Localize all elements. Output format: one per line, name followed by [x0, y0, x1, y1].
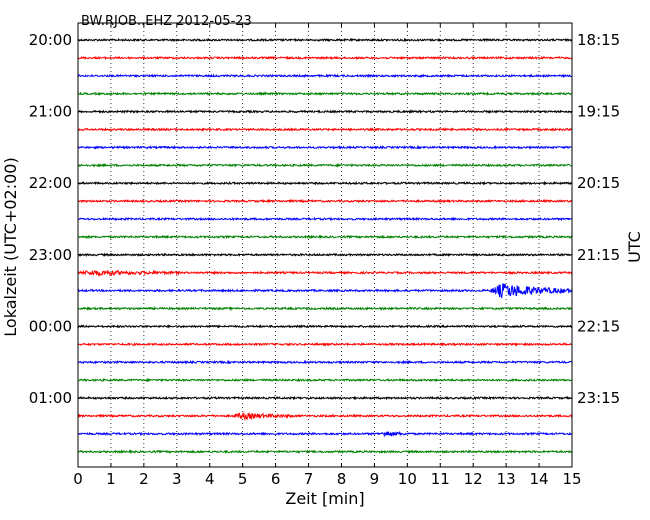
right-tick-label: 20:15 — [577, 174, 620, 192]
x-tick-label: 0 — [73, 470, 83, 488]
trace-line — [77, 412, 573, 421]
x-tick-label: 15 — [562, 470, 581, 488]
right-tick-label: 22:15 — [577, 317, 620, 335]
left-tick-label: 00:00 — [29, 317, 72, 335]
chart-title: BW.RJOB..EHZ 2012-05-23 — [81, 14, 252, 29]
trace-line — [77, 359, 573, 365]
plot-frame — [77, 22, 573, 468]
x-tick-label: 1 — [106, 470, 116, 488]
trace-line — [77, 252, 573, 258]
x-axis-label: Zeit [min] — [285, 489, 364, 508]
right-tick-label: 19:15 — [577, 103, 620, 121]
trace-line — [77, 377, 573, 383]
left-tick-label: 20:00 — [29, 31, 72, 49]
trace-line — [77, 395, 573, 401]
trace-line — [77, 109, 573, 114]
trace-line — [77, 216, 573, 222]
trace-line — [77, 127, 573, 132]
trace-line — [77, 73, 573, 79]
x-tick-label: 12 — [464, 470, 483, 488]
x-tick-label: 2 — [139, 470, 149, 488]
trace-line — [77, 144, 573, 150]
left-tick-label: 22:00 — [29, 174, 72, 192]
left-tick-label: 01:00 — [29, 389, 72, 407]
trace-line — [77, 306, 573, 311]
x-tick-label: 9 — [370, 470, 380, 488]
x-tick-label: 5 — [238, 470, 248, 488]
trace-line — [77, 162, 573, 168]
trace-line — [77, 37, 573, 43]
x-tick-label: 14 — [530, 470, 549, 488]
trace-line — [77, 269, 573, 278]
trace-line — [77, 324, 573, 329]
right-tick-labels: 18:15 19:15 20:15 21:15 22:15 23:15 — [577, 31, 620, 407]
trace-line — [77, 449, 573, 455]
x-tick-label: 3 — [172, 470, 182, 488]
trace-line — [77, 198, 573, 204]
x-tick-label: 13 — [497, 470, 516, 488]
x-tick-labels: 0 1 2 3 4 5 6 7 8 9 10 11 12 13 14 15 — [73, 470, 581, 488]
left-tick-labels: 20:00 21:00 22:00 23:00 00:00 01:00 — [29, 31, 72, 407]
trace-line — [77, 180, 573, 186]
x-tick-label: 4 — [205, 470, 215, 488]
right-tick-label: 18:15 — [577, 31, 620, 49]
right-tick-label: 23:15 — [577, 389, 620, 407]
x-tick-label: 8 — [337, 470, 347, 488]
trace-line — [77, 234, 573, 240]
y-axis-label-right: UTC — [625, 231, 644, 263]
x-tick-label: 7 — [304, 470, 314, 488]
x-tick-label: 6 — [271, 470, 281, 488]
trace-line — [77, 91, 573, 97]
seismogram-traces — [77, 37, 573, 455]
trace-line — [77, 430, 573, 438]
tick-marks — [77, 23, 573, 467]
left-tick-label: 23:00 — [29, 246, 72, 264]
y-axis-label-left: Lokalzeit (UTC+02:00) — [1, 157, 20, 336]
x-tick-label: 11 — [431, 470, 450, 488]
trace-line — [77, 55, 573, 61]
x-tick-label: 10 — [398, 470, 417, 488]
trace-line — [77, 341, 573, 347]
left-tick-label: 21:00 — [29, 103, 72, 121]
right-tick-label: 21:15 — [577, 246, 620, 264]
trace-line — [77, 283, 573, 299]
